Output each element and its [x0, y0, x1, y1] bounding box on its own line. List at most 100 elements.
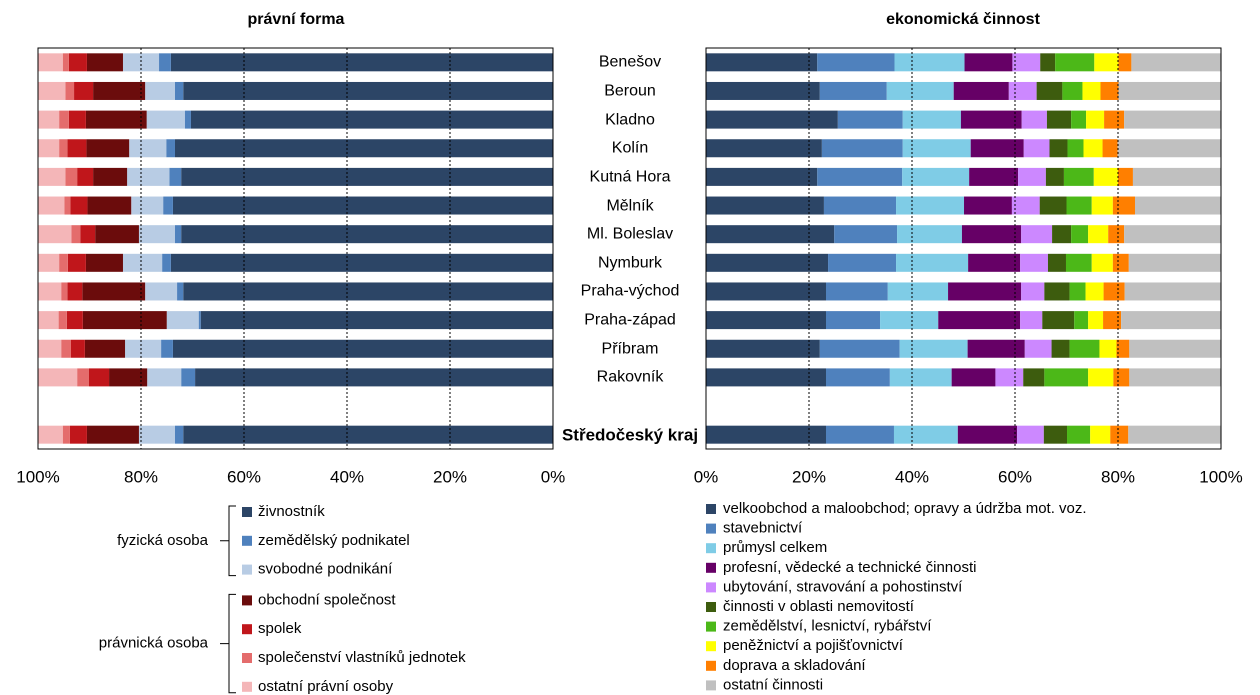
bar-segment — [163, 196, 173, 215]
category-label: Kolín — [611, 139, 649, 157]
legend-swatch — [706, 602, 716, 612]
legend-bracket — [220, 505, 236, 577]
bar-segment — [147, 368, 182, 387]
bar-segment — [1067, 139, 1084, 158]
bar-segment — [1047, 253, 1066, 272]
bar-segment — [1091, 196, 1113, 215]
bar-segment — [183, 81, 554, 100]
bar-segment — [195, 368, 553, 387]
bar-segment — [172, 339, 553, 358]
bar-segment — [145, 282, 178, 301]
bar-segment — [80, 225, 96, 244]
bar-segment — [88, 368, 110, 387]
bar-segment — [706, 311, 826, 330]
legend-swatch — [706, 504, 716, 514]
bar-segment — [1040, 53, 1056, 72]
category-label: Kladno — [605, 111, 655, 129]
bar-segment — [1085, 282, 1104, 301]
bar-segment — [1017, 425, 1044, 444]
bar-segment — [1129, 339, 1221, 358]
bar-segment — [1018, 167, 1046, 186]
category-label: Příbram — [601, 340, 659, 358]
bar-segment — [1088, 311, 1104, 330]
bar-segment — [85, 253, 123, 272]
legend-swatch — [706, 523, 716, 534]
bar-segment — [897, 225, 962, 244]
bar-segment — [174, 139, 554, 158]
bar-segment — [190, 110, 553, 129]
legend-label: profesní, vědecké a technické činnosti — [723, 559, 976, 576]
bar-segment — [1020, 253, 1048, 272]
bar-segment — [1008, 81, 1037, 100]
bar-segment — [1083, 139, 1103, 158]
legend-swatch — [242, 624, 252, 635]
bar-segment — [1023, 368, 1045, 387]
bar-segment — [68, 53, 87, 72]
bar-segment — [159, 53, 171, 72]
bar-segment — [902, 110, 961, 129]
legend-swatch — [242, 681, 252, 692]
bar-segment — [109, 368, 148, 387]
bar-segment — [837, 110, 903, 129]
bar-segment — [174, 81, 184, 100]
legend-label: peněžnictví a pojišťovnictví — [723, 637, 904, 654]
bar-segment — [138, 225, 175, 244]
bar-segment — [1118, 53, 1132, 72]
bar-segment — [38, 167, 66, 186]
bar-segment — [1094, 53, 1119, 72]
bar-segment — [1044, 368, 1089, 387]
bar-segment — [1086, 110, 1105, 129]
bar-segment — [1024, 339, 1052, 358]
bar-segment — [894, 53, 965, 72]
legend-label: ostatní právní osoby — [258, 678, 394, 695]
legend-bracket — [220, 593, 236, 694]
bar-segment — [74, 81, 94, 100]
legend-label: živnostník — [258, 503, 325, 520]
bar-segment — [37, 53, 63, 72]
bar-segment — [86, 139, 130, 158]
bar-segment — [181, 368, 196, 387]
bar-segment — [68, 110, 86, 129]
x-tick-label: 0% — [541, 467, 566, 486]
bar-segment — [170, 53, 553, 72]
bar-segment — [200, 311, 554, 330]
bar-segment — [1020, 311, 1043, 330]
bar-segment — [1069, 339, 1100, 358]
legend-swatch — [706, 562, 716, 573]
bar-segment — [127, 167, 170, 186]
bar-segment — [1131, 53, 1222, 72]
bar-segment — [38, 339, 62, 358]
bar-segment — [184, 110, 191, 129]
bar-segment — [1071, 225, 1089, 244]
bar-segment — [706, 282, 826, 301]
chart-title: ekonomická činnost — [886, 11, 1040, 28]
bar-segment — [1088, 368, 1114, 387]
bar-segment — [1124, 225, 1221, 244]
bar-segment — [166, 311, 199, 330]
legend-swatch — [242, 564, 252, 575]
legend-label: svobodné podnikání — [258, 561, 393, 578]
bar-segment — [1069, 282, 1086, 301]
category-label: Rakovník — [596, 368, 664, 386]
x-tick-label: 20% — [433, 467, 467, 486]
bar-segment — [886, 81, 954, 100]
bar-segment — [93, 167, 128, 186]
bar-segment — [38, 311, 59, 330]
bar-segment — [948, 282, 1022, 301]
bar-segment — [38, 81, 66, 100]
bar-segment — [38, 110, 60, 129]
x-tick-label: 100% — [16, 467, 59, 486]
bar-segment — [823, 196, 897, 215]
bar-segment — [1049, 139, 1068, 158]
bar-segment — [181, 167, 554, 186]
bar-segment — [834, 225, 898, 244]
bar-segment — [1103, 311, 1122, 330]
bar-segment — [1082, 81, 1101, 100]
legend-swatch — [706, 582, 716, 593]
bar-segment — [93, 81, 146, 100]
legend-label: zemědělský podnikatel — [258, 532, 410, 549]
bar-segment — [86, 425, 139, 444]
bar-segment — [970, 139, 1024, 158]
x-tick-label: 40% — [895, 467, 929, 486]
